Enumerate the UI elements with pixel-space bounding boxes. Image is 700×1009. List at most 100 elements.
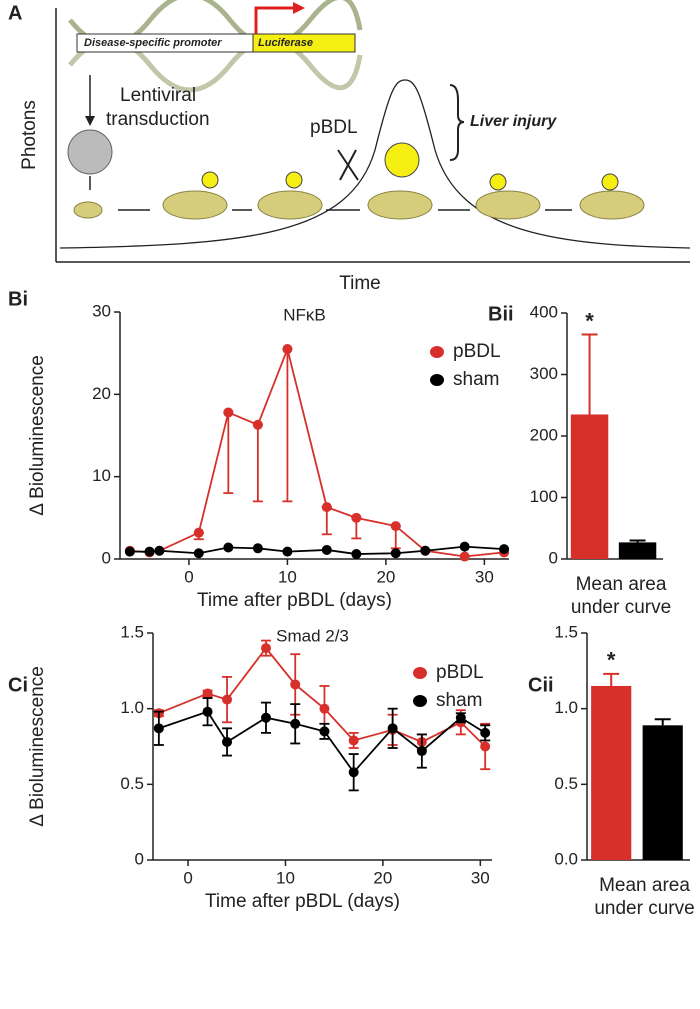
tss-arrow <box>254 6 295 34</box>
y-tick-label: 1.0 <box>554 698 578 717</box>
series-line <box>129 346 505 558</box>
x-tick-label: 20 <box>373 868 392 887</box>
point <box>144 546 155 557</box>
brace <box>449 84 465 161</box>
point <box>261 712 271 723</box>
tss-arrowhead <box>293 2 305 14</box>
point <box>319 726 330 737</box>
scissors <box>337 149 359 181</box>
bulb <box>201 171 219 189</box>
y-tick-label: 20 <box>92 384 111 403</box>
bulb <box>601 173 619 191</box>
phase-label: Liver injury <box>470 113 557 130</box>
panel-label: Bi <box>8 288 28 310</box>
point <box>153 723 164 734</box>
point <box>351 512 362 523</box>
point <box>282 546 293 557</box>
bar <box>591 685 632 860</box>
point <box>348 767 359 778</box>
point <box>455 712 466 723</box>
y-axis-label: Photons <box>19 100 40 170</box>
legend-swatch <box>430 374 444 386</box>
point <box>390 548 401 559</box>
point <box>459 551 470 562</box>
x-axis-label: under curve <box>594 898 694 919</box>
y-tick-label: 1.0 <box>120 698 144 717</box>
point <box>202 706 213 717</box>
point <box>124 546 135 557</box>
bar <box>642 725 683 860</box>
point <box>193 548 204 559</box>
point <box>282 344 293 355</box>
point <box>193 527 204 538</box>
legend-swatch <box>430 346 444 358</box>
bar <box>570 414 609 559</box>
point <box>499 544 510 555</box>
x-axis-label: Mean area <box>576 574 667 595</box>
x-tick-label: 10 <box>276 868 295 887</box>
mouse <box>475 190 541 220</box>
signal-curve <box>59 79 691 249</box>
point <box>154 545 165 556</box>
y-tick-label: 0.0 <box>554 849 578 868</box>
virus <box>67 129 113 175</box>
point <box>321 544 332 555</box>
x-axis-label: Time after pBDL (days) <box>205 891 400 912</box>
legend-swatch <box>413 695 427 707</box>
point <box>261 643 271 654</box>
y-tick-label: 0 <box>549 548 558 567</box>
y-tick-label: 0.5 <box>120 774 144 793</box>
point <box>223 542 234 553</box>
y-tick-label: 30 <box>92 301 111 320</box>
mice <box>73 190 645 220</box>
y-tick-label: 1.5 <box>120 622 144 641</box>
x-tick-label: 10 <box>278 567 297 586</box>
point <box>480 741 491 752</box>
bulb <box>384 142 420 178</box>
point <box>222 736 233 747</box>
arrowhead <box>85 116 95 126</box>
y-tick-label: 0.5 <box>554 774 578 793</box>
series-line <box>129 545 505 555</box>
y-tick-label: 10 <box>92 466 111 485</box>
legend-label: sham <box>453 369 499 390</box>
x-tick-label: 30 <box>471 868 490 887</box>
point <box>222 694 233 705</box>
panel-label: Cii <box>528 674 554 696</box>
panel-label: A <box>8 2 22 24</box>
bulb <box>285 171 303 189</box>
mouse <box>162 190 228 220</box>
y-tick-label: 0 <box>102 548 111 567</box>
point <box>202 688 213 699</box>
point <box>319 703 330 714</box>
chart-title: NFκB <box>283 305 326 324</box>
x-axis-label: Mean area <box>599 875 690 896</box>
point <box>223 407 234 418</box>
y-axis-label: Δ Bioluminescence <box>27 355 48 516</box>
point <box>416 746 427 757</box>
x-tick-label: 0 <box>184 567 193 586</box>
x-tick-label: 20 <box>376 567 395 586</box>
panel-label: Bii <box>488 303 514 325</box>
bar <box>618 542 657 559</box>
point <box>459 541 470 552</box>
significance: * <box>607 648 616 673</box>
y-tick-label: 400 <box>530 302 558 321</box>
point <box>480 727 491 738</box>
point <box>420 545 431 556</box>
legend-swatch <box>413 667 427 679</box>
point <box>290 679 301 690</box>
reporter-label: Luciferase <box>258 37 313 49</box>
point <box>252 543 263 554</box>
bulb <box>489 173 507 191</box>
mouse <box>579 190 645 220</box>
procedure-label: pBDL <box>310 117 358 138</box>
bulbs <box>201 142 619 191</box>
panel-label: Ci <box>8 674 28 696</box>
x-tick-label: 0 <box>183 868 192 887</box>
point <box>351 549 362 560</box>
chart-title: Smad 2/3 <box>276 626 349 645</box>
x-axis-label: Time after pBDL (days) <box>197 590 392 611</box>
y-tick-label: 1.5 <box>554 622 578 641</box>
y-tick-label: 200 <box>530 425 558 444</box>
